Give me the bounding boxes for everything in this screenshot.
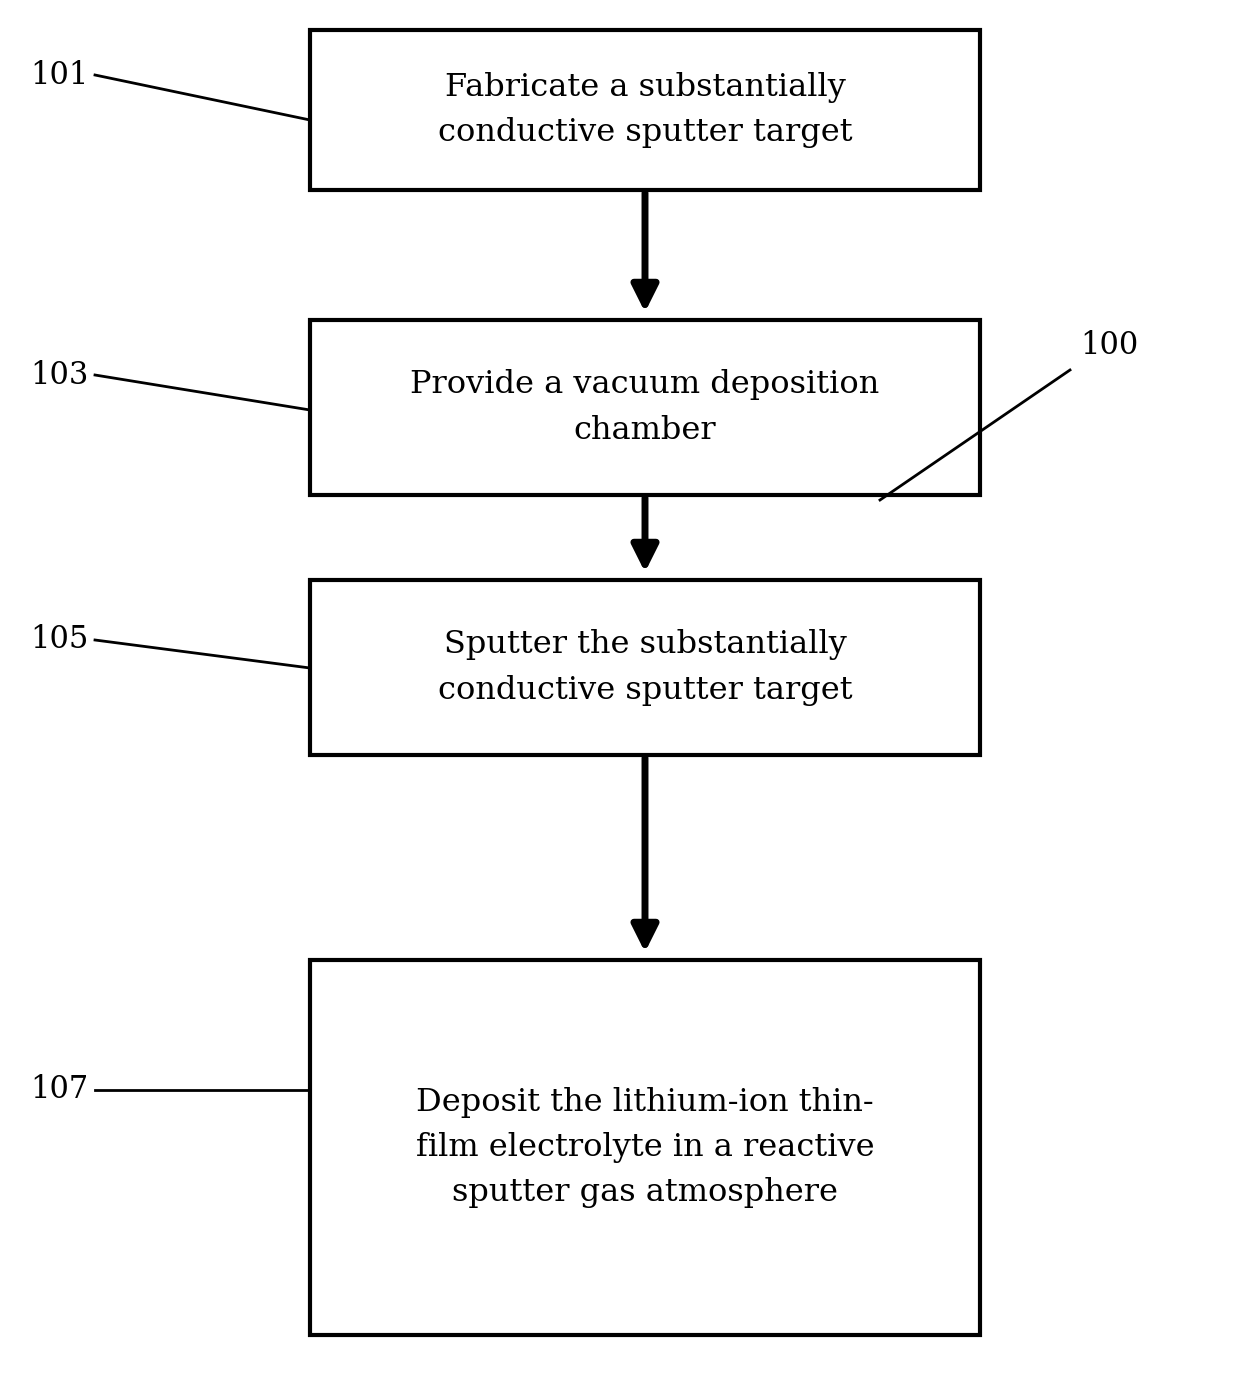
Bar [310, 320, 980, 495]
Text: 107: 107 [30, 1075, 88, 1105]
Text: 105: 105 [30, 624, 88, 656]
Text: Provide a vacuum deposition
chamber: Provide a vacuum deposition chamber [410, 369, 879, 445]
Bar [310, 580, 980, 755]
Bar [310, 960, 980, 1336]
Text: 103: 103 [30, 359, 88, 391]
Text: 101: 101 [30, 60, 88, 90]
Text: Sputter the substantially
conductive sputter target: Sputter the substantially conductive spu… [438, 630, 852, 706]
Text: Deposit the lithium-ion thin-
film electrolyte in a reactive
sputter gas atmosph: Deposit the lithium-ion thin- film elect… [415, 1086, 874, 1208]
Text: 100: 100 [1080, 330, 1138, 361]
Bar [310, 31, 980, 190]
Text: Fabricate a substantially
conductive sputter target: Fabricate a substantially conductive spu… [438, 72, 852, 148]
